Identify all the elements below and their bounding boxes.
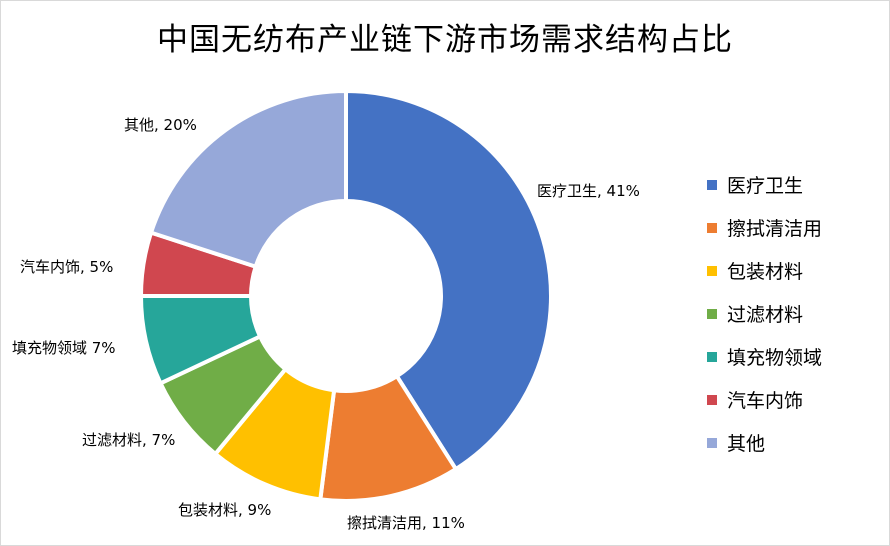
legend-label-7: 其他 (727, 433, 766, 455)
data-label-1: 医疗卫生, 41% (537, 182, 640, 200)
legend: 医疗卫生擦拭清洁用包装材料过滤材料填充物领域汽车内饰其他 (707, 163, 822, 464)
data-label-2: 擦拭清洁用, 11% (347, 514, 465, 532)
legend-item-6: 汽车内饰 (707, 378, 822, 421)
legend-item-4: 过滤材料 (707, 292, 822, 335)
legend-item-5: 填充物领域 (707, 335, 822, 378)
legend-swatch-3 (707, 265, 717, 276)
data-label-3: 包装材料, 9% (178, 501, 271, 519)
legend-swatch-1 (707, 179, 717, 190)
data-labels-group: 医疗卫生, 41% 擦拭清洁用, 11% 包装材料, 9% 过滤材料, 7% 填充物领域… (12, 116, 640, 532)
slices-group (138, 88, 553, 503)
legend-swatch-4 (707, 308, 717, 319)
legend-label-6: 汽车内饰 (727, 390, 804, 412)
legend-label-3: 包装材料 (727, 261, 804, 283)
data-label-6: 汽车内饰, 5% (20, 258, 113, 276)
legend-item-3: 包装材料 (707, 249, 822, 292)
legend-swatch-2 (707, 222, 717, 233)
legend-item-7: 其他 (707, 421, 822, 464)
legend-label-1: 医疗卫生 (727, 175, 804, 197)
legend-swatch-7 (707, 437, 717, 448)
data-label-7: 其他, 20% (124, 116, 197, 134)
legend-swatch-6 (707, 394, 717, 405)
chart-title: 中国无纺布产业链下游市场需求结构占比 (157, 22, 733, 58)
legend-item-2: 擦拭清洁用 (707, 206, 822, 249)
data-label-5: 填充物领域 7% (12, 339, 116, 357)
legend-label-4: 过滤材料 (727, 304, 804, 326)
legend-label-2: 擦拭清洁用 (727, 218, 823, 240)
legend-swatch-5 (707, 351, 717, 362)
legend-item-1: 医疗卫生 (707, 163, 822, 206)
data-label-4: 过滤材料, 7% (82, 431, 175, 449)
slice-1 (344, 88, 553, 472)
slice-7 (148, 88, 348, 270)
legend-label-5: 填充物领域 (727, 347, 823, 369)
